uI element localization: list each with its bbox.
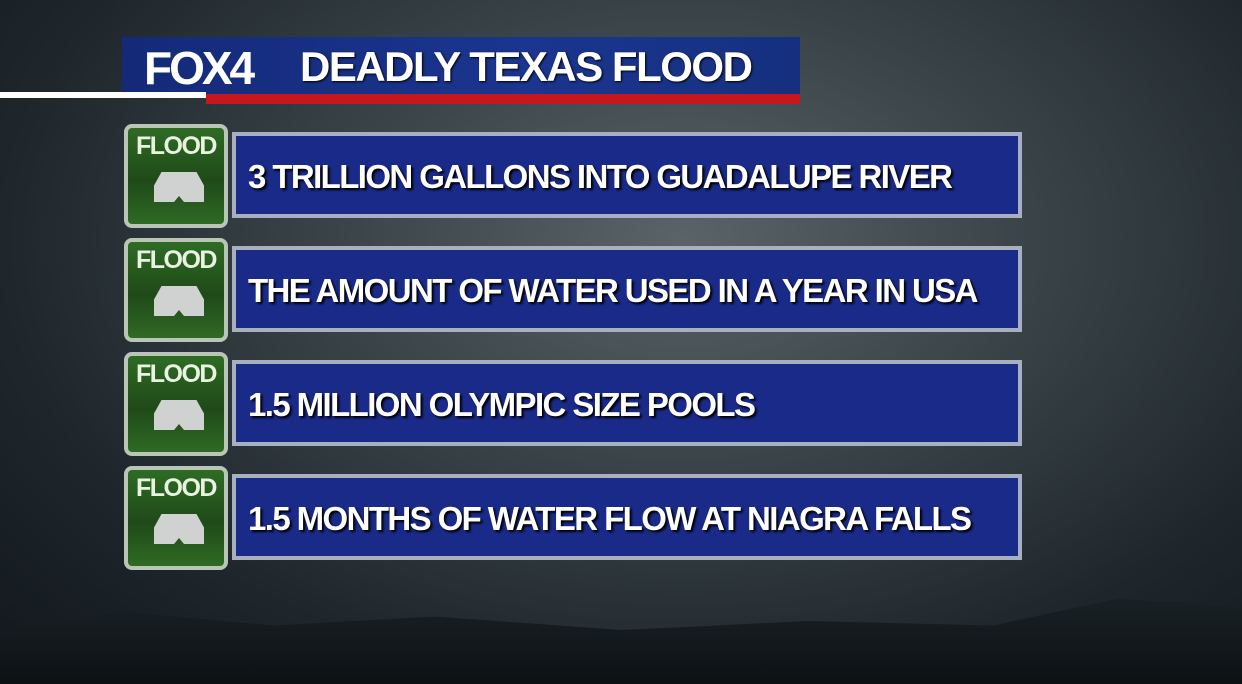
- flood-icon-label: FLOOD: [136, 246, 218, 274]
- fact-row: FLOOD 1.5 MONTHS OF WATER FLOW AT NIAGRA …: [124, 466, 1024, 570]
- flood-icon: FLOOD: [124, 466, 228, 570]
- flood-icon: FLOOD: [124, 352, 228, 456]
- fact-row: FLOOD 3 TRILLION GALLONS INTO GUADALUPE R…: [124, 124, 1024, 228]
- fact-text: 1.5 MILLION OLYMPIC SIZE POOLS: [248, 386, 756, 423]
- background-hills: [0, 598, 1242, 684]
- fact-row: FLOOD 1.5 MILLION OLYMPIC SIZE POOLS: [124, 352, 1024, 456]
- fact-row: FLOOD THE AMOUNT OF WATER USED IN A YEAR …: [124, 238, 1024, 342]
- fact-box: 1.5 MONTHS OF WATER FLOW AT NIAGRA FALLS: [232, 474, 1022, 560]
- fact-box: 1.5 MILLION OLYMPIC SIZE POOLS: [232, 360, 1022, 446]
- fact-box: THE AMOUNT OF WATER USED IN A YEAR IN US…: [232, 246, 1022, 332]
- fact-text: THE AMOUNT OF WATER USED IN A YEAR IN US…: [248, 272, 978, 309]
- flood-icon: FLOOD: [124, 124, 228, 228]
- flood-icon: FLOOD: [124, 238, 228, 342]
- fact-text: 1.5 MONTHS OF WATER FLOW AT NIAGRA FALLS: [248, 500, 972, 537]
- headline-banner: FOX4 DEADLY TEXAS FLOOD: [122, 37, 800, 95]
- fact-text: 3 TRILLION GALLONS INTO GUADALUPE RIVER: [248, 158, 953, 195]
- red-rule: [206, 94, 800, 104]
- house-icon: [154, 514, 204, 544]
- house-icon: [154, 172, 204, 202]
- fox4-logo: FOX4: [144, 42, 255, 94]
- flood-icon-label: FLOOD: [136, 360, 218, 388]
- fact-box: 3 TRILLION GALLONS INTO GUADALUPE RIVER: [232, 132, 1022, 218]
- flood-icon-label: FLOOD: [136, 132, 218, 160]
- headline-title: DEADLY TEXAS FLOOD: [300, 43, 753, 90]
- flood-icon-label: FLOOD: [136, 474, 218, 502]
- house-icon: [154, 286, 204, 316]
- house-icon: [154, 400, 204, 430]
- white-rule: [0, 92, 206, 98]
